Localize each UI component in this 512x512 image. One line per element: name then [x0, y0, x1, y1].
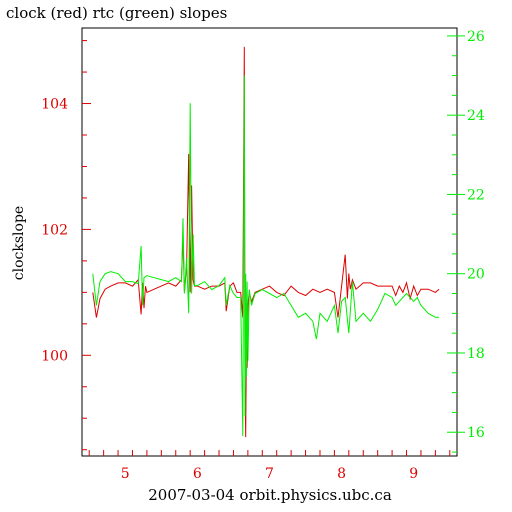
- x-tick-label: 5: [121, 466, 130, 482]
- x-tick-label: 8: [337, 466, 346, 482]
- x-axis: 5 6 7 8 9: [88, 450, 451, 482]
- x-tick-label: 7: [265, 466, 274, 482]
- left-tick-label: 104: [41, 97, 68, 113]
- left-tick-label: 100: [41, 348, 68, 364]
- plot-frame: [81, 27, 458, 457]
- right-tick-label: 22: [467, 187, 485, 203]
- right-axis: 16 18 20 22 24 26: [447, 29, 485, 453]
- right-tick-label: 26: [467, 29, 485, 45]
- series-rtc-line: [92, 75, 439, 437]
- right-tick-label: 20: [467, 267, 485, 283]
- left-tick-label: 102: [41, 222, 68, 238]
- series-layer: [92, 46, 440, 438]
- x-axis-label: 2007-03-04 orbit.physics.ubc.ca: [148, 486, 392, 504]
- x-tick-label: 9: [409, 466, 418, 482]
- chart-title: clock (red) rtc (green) slopes: [6, 4, 227, 22]
- x-tick-label: 6: [193, 466, 202, 482]
- right-tick-label: 18: [467, 346, 485, 362]
- y-axis-label: clockslope: [11, 206, 27, 280]
- left-axis: 100 102 104: [41, 40, 91, 451]
- right-tick-label: 16: [467, 425, 485, 441]
- right-tick-label: 24: [467, 108, 485, 124]
- series-clock-line: [92, 46, 440, 438]
